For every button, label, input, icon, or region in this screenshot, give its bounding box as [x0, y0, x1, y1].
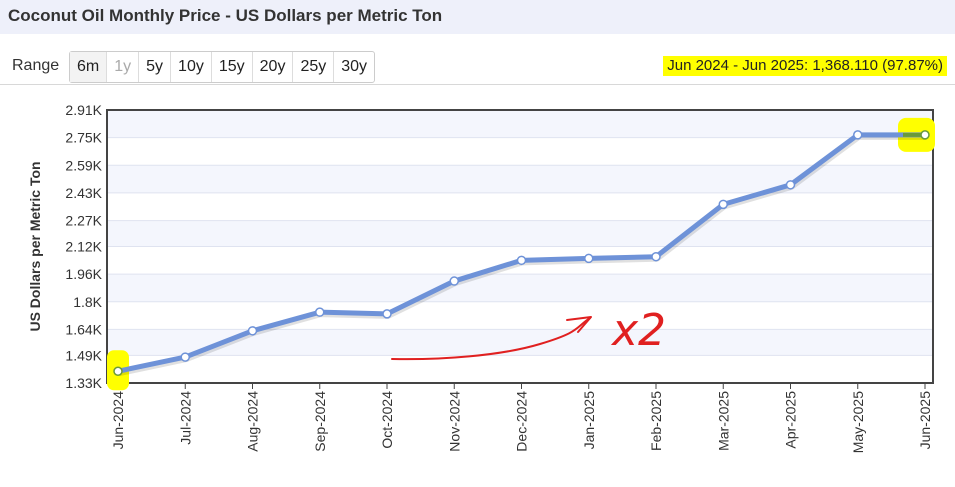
x-tick-label: Jul-2024 [177, 391, 193, 445]
range-button-5y[interactable]: 5y [139, 52, 172, 82]
range-button-20y[interactable]: 20y [253, 52, 294, 82]
price-change-summary: Jun 2024 - Jun 2025: 1,368.110 (97.87%) [663, 56, 947, 76]
range-button-1y: 1y [107, 52, 140, 82]
data-point[interactable] [315, 307, 325, 317]
data-point[interactable] [113, 366, 123, 377]
data-point[interactable] [920, 130, 930, 140]
x-tick-label: Jan-2025 [581, 391, 597, 450]
plot-band [107, 220, 933, 247]
x-tick-label: Jun-2025 [917, 391, 933, 450]
range-button-group: 6m 1y 5y 10y 15y 20y 25y 30y [69, 51, 376, 83]
y-tick-label: 1.49K [65, 347, 102, 363]
y-tick-label: 2.91K [65, 102, 102, 118]
range-toolbar: Range 6m 1y 5y 10y 15y 20y 25y 30y Jun 2024 - J… [0, 48, 955, 84]
plot-band [107, 301, 933, 330]
line-chart: 1.33K 1.49K 1.64K 1.8K 1.96K 2.12K 2.27K 2.43K 2… [27, 102, 935, 453]
range-button-10y[interactable]: 10y [171, 52, 212, 82]
data-point[interactable] [584, 253, 594, 264]
y-tick-label: 2.75K [65, 130, 102, 146]
chart-title: Coconut Oil Monthly Price - US Dollars p… [8, 6, 443, 25]
x-tick-label: Dec-2024 [514, 391, 530, 452]
toolbar-divider [0, 84, 955, 85]
data-point[interactable] [180, 352, 190, 362]
y-tick-label: 1.64K [65, 321, 102, 337]
data-point[interactable] [718, 199, 728, 210]
x-tick-label: Aug-2024 [245, 391, 261, 452]
y-tick-label: 2.27K [65, 213, 102, 229]
y-tick-label: 1.96K [65, 266, 102, 282]
data-point[interactable] [449, 276, 459, 286]
range-button-6m[interactable]: 6m [70, 52, 108, 82]
x-tick-label: Oct-2024 [379, 391, 395, 449]
data-point[interactable] [651, 251, 661, 262]
x-tick-label: Jun-2024 [110, 391, 126, 450]
data-point[interactable] [247, 326, 258, 336]
x-tick-label: Feb-2025 [648, 391, 664, 451]
y-tick-label: 2.12K [65, 239, 102, 255]
x-tick-label: Mar-2025 [715, 391, 731, 451]
plot-band [107, 274, 933, 302]
range-label: Range [12, 57, 60, 74]
y-tick-label: 2.43K [65, 185, 102, 201]
y-tick-label: 1.8K [73, 294, 102, 310]
data-point[interactable] [853, 130, 863, 140]
plot-band [107, 110, 933, 138]
data-point[interactable] [785, 180, 796, 190]
y-tick-label: 1.33K [65, 375, 102, 391]
x-tick-label: May-2025 [850, 391, 866, 453]
annotation-arrow [391, 317, 591, 361]
x-tick-label: Sep-2024 [312, 391, 328, 452]
annotation-arrowhead [566, 316, 592, 333]
title-bar: Coconut Oil Monthly Price - US Dollars p… [0, 0, 955, 34]
plot-band [107, 137, 933, 166]
y-axis-title: US Dollars per Metric Ton [27, 161, 43, 331]
data-point[interactable] [516, 255, 527, 266]
data-point[interactable] [382, 309, 392, 319]
plot-band [107, 192, 933, 221]
y-tick-label: 2.59K [65, 157, 102, 173]
range-button-15y[interactable]: 15y [212, 52, 253, 82]
plot-border [106, 109, 934, 384]
x-tick-label: Apr-2025 [783, 391, 799, 449]
range-button-25y[interactable]: 25y [293, 52, 335, 82]
plot-band [107, 355, 933, 383]
x-tick-label: Nov-2024 [446, 391, 462, 452]
annotation-text: x2 [610, 305, 666, 356]
range-button-30y[interactable]: 30y [341, 58, 368, 75]
